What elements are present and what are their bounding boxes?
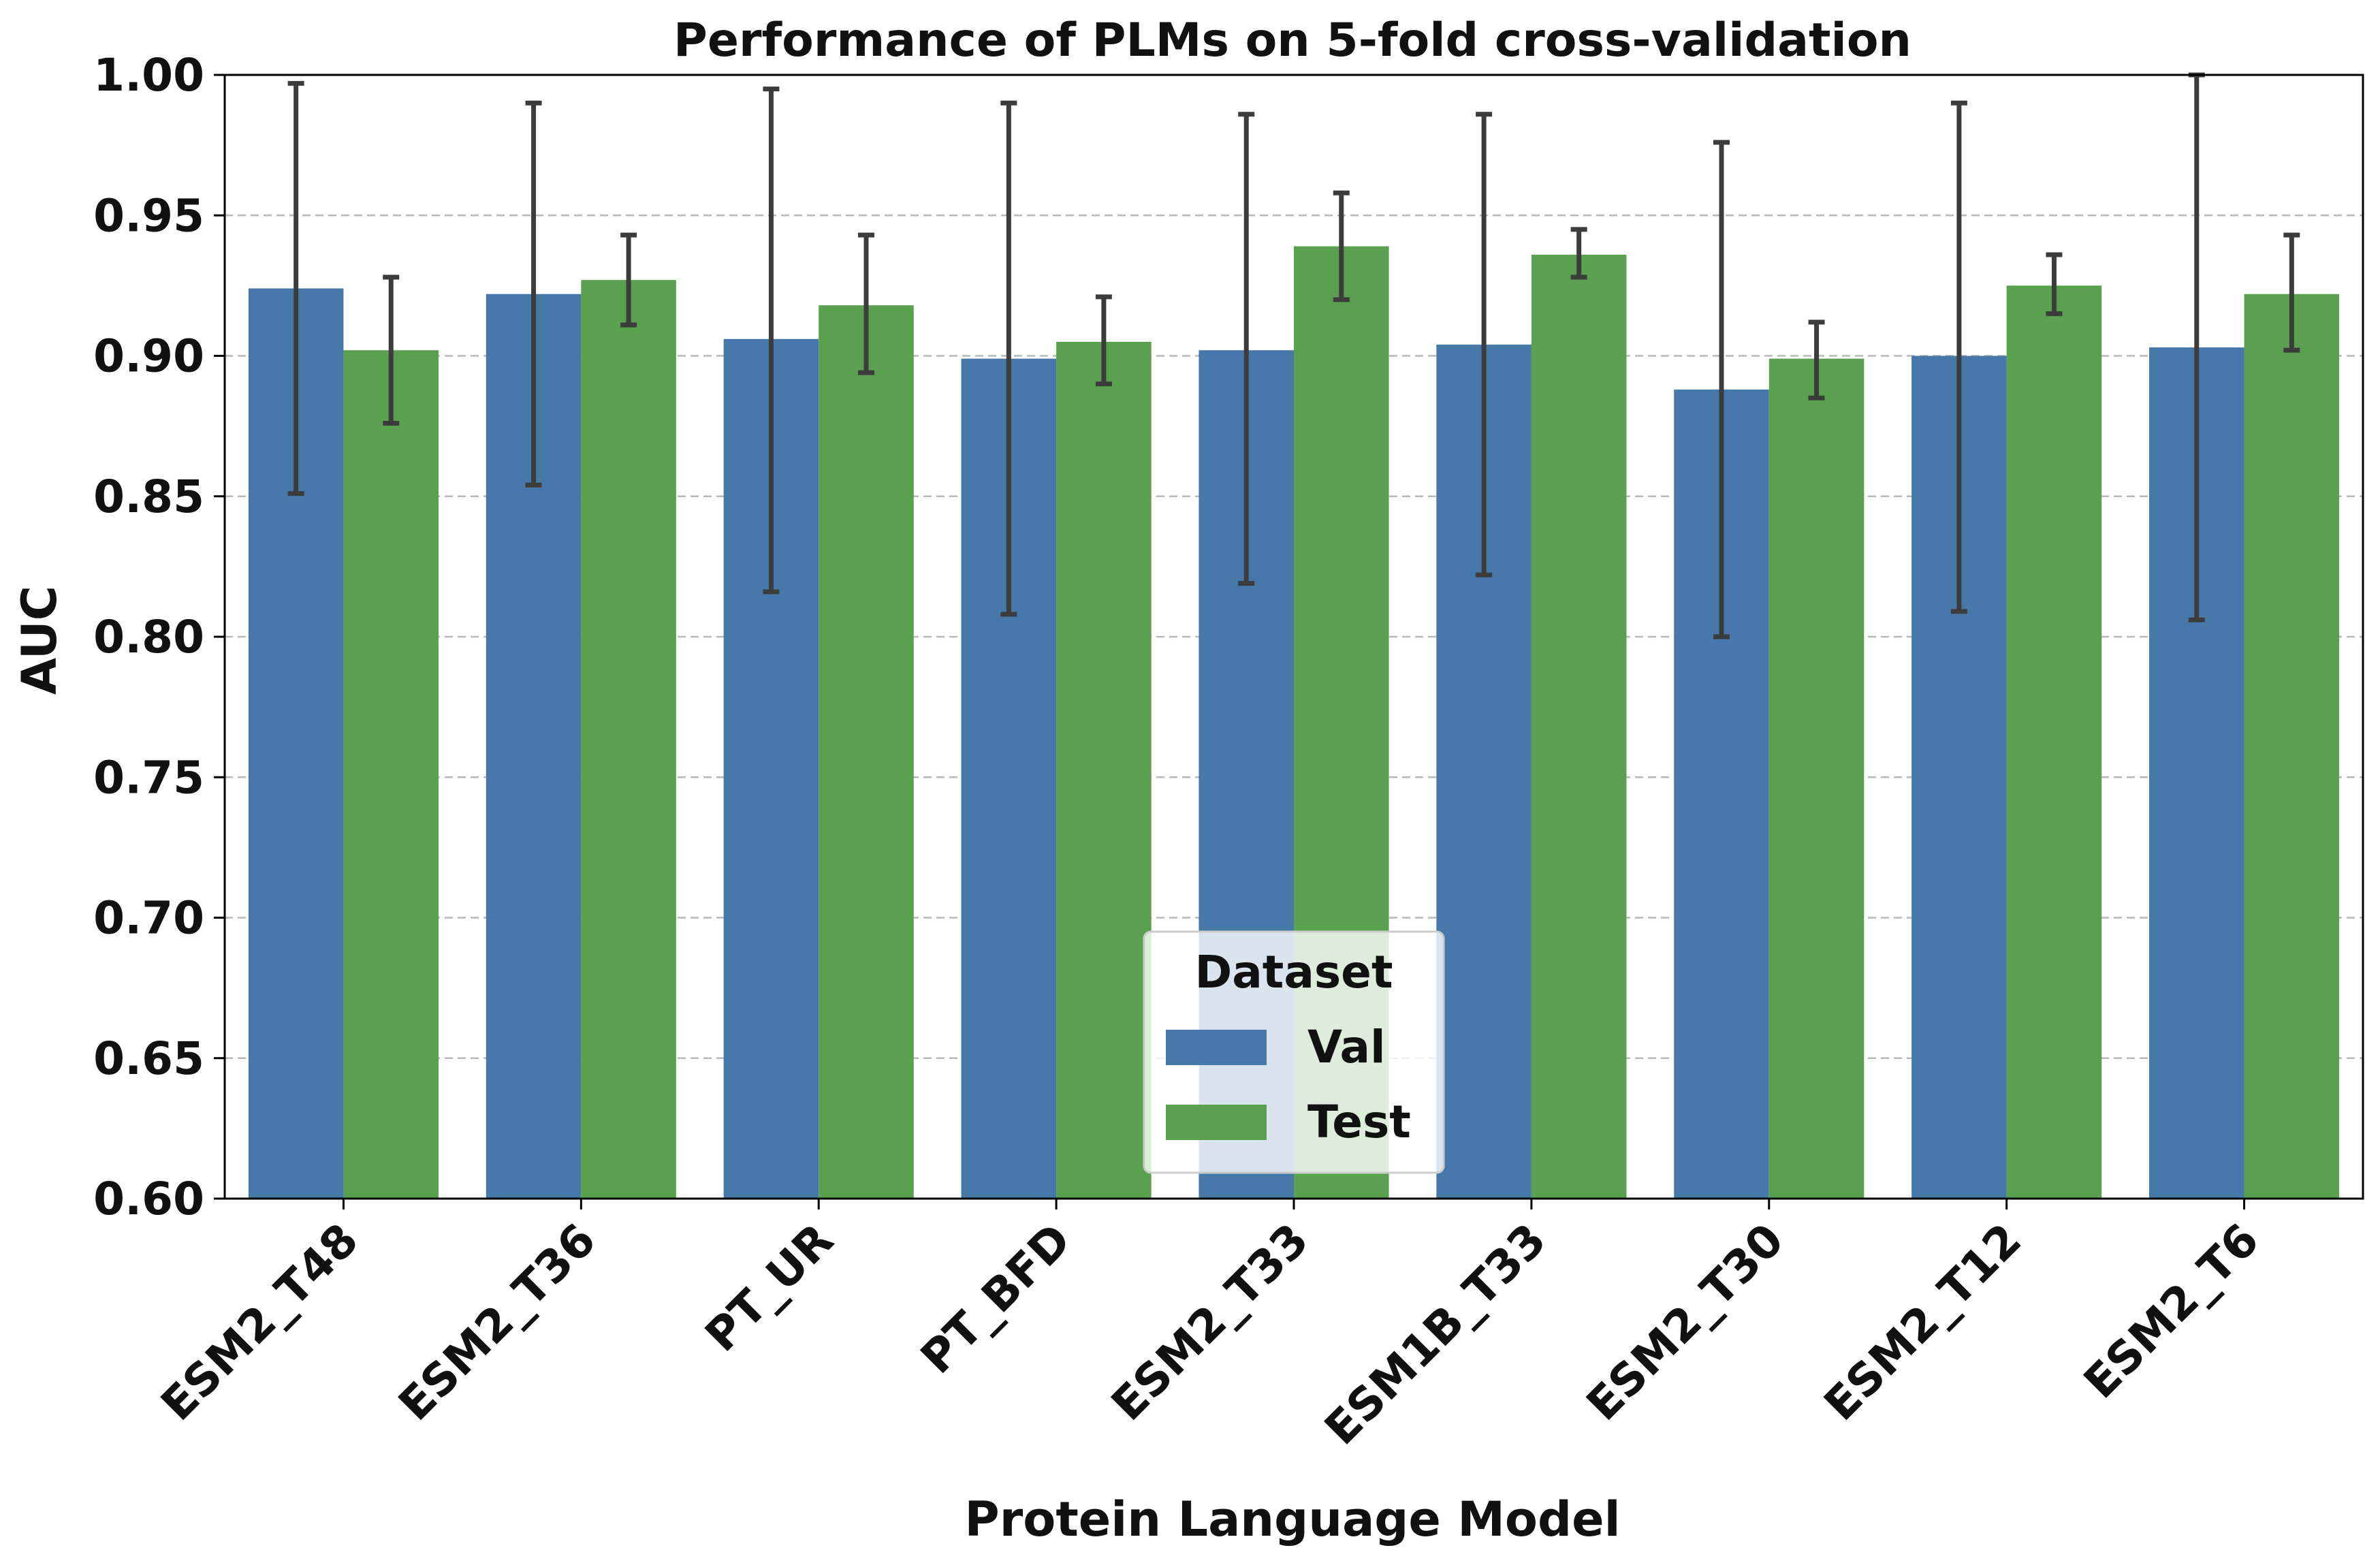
y-tick-label: 0.90 <box>93 330 204 383</box>
x-tick-label: ESM2_T33 <box>1101 1214 1318 1431</box>
x-tick-label: ESM2_T36 <box>389 1214 606 1431</box>
x-axis-ticks: ESM2_T48 ESM2_T36 PT_UR PT_BFD ESM2_T33ESM1B… <box>151 1199 2269 1455</box>
y-axis-ticks: 0.60 0.65 0.70 0.75 0.80 0.85 0.90 0.95 1.00 <box>93 49 225 1225</box>
x-axis-label: Protein Language Model <box>964 1491 1620 1547</box>
y-tick-label: 0.75 <box>93 751 204 804</box>
y-axis-label: AUC <box>12 586 67 695</box>
x-tick-label: PT_UR <box>695 1214 844 1362</box>
y-tick-label: 0.60 <box>93 1173 204 1225</box>
error-bars-group <box>287 72 2300 639</box>
bar-test <box>1531 255 1627 1199</box>
bar-test <box>581 280 676 1199</box>
x-tick-label: ESM2_T48 <box>151 1214 368 1431</box>
legend-label-test: Test <box>1307 1096 1411 1148</box>
y-tick-label: 0.80 <box>93 611 204 663</box>
y-tick-label: 0.65 <box>93 1032 204 1085</box>
bar-test <box>1056 341 1152 1199</box>
y-tick-label: 0.70 <box>93 892 204 945</box>
legend-label-val: Val <box>1307 1021 1386 1073</box>
legend-swatch-test <box>1166 1105 1267 1140</box>
legend-title: Dataset <box>1194 946 1393 998</box>
bar-test <box>1768 358 1865 1199</box>
chart-title: Performance of PLMs on 5-fold cross-vali… <box>673 14 1911 67</box>
y-tick-label: 0.95 <box>93 189 204 242</box>
bar-test <box>819 305 914 1199</box>
bar-test <box>2244 294 2340 1199</box>
x-tick-label: PT_BFD <box>910 1214 1081 1384</box>
x-tick-label: ESM2_T12 <box>1814 1214 2031 1431</box>
bars-group <box>248 246 2340 1199</box>
x-tick-label: ESM2_T6 <box>2074 1214 2268 1408</box>
x-tick-label: ESM2_T30 <box>1576 1214 1794 1431</box>
legend: Dataset Val Test <box>1143 930 1445 1174</box>
y-tick-label: 1.00 <box>93 49 204 101</box>
x-tick-label: ESM1B_T33 <box>1315 1214 1557 1455</box>
legend-swatch-val <box>1166 1030 1267 1065</box>
y-tick-label: 0.85 <box>93 471 204 523</box>
bar-test <box>343 350 439 1199</box>
bar-test <box>2006 285 2102 1199</box>
